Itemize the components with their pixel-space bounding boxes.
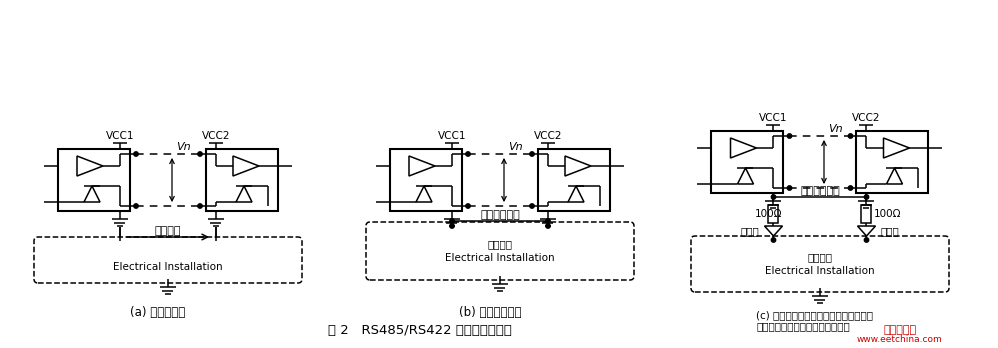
Text: VCC1: VCC1 [106, 131, 135, 141]
Circle shape [134, 204, 138, 208]
Text: 地电位差: 地电位差 [155, 226, 182, 236]
Text: Electrical Installation: Electrical Installation [765, 266, 875, 276]
Text: Vn: Vn [176, 142, 191, 152]
Text: (b) 高地回路电流: (b) 高地回路电流 [459, 306, 521, 318]
Text: www.eetchina.com: www.eetchina.com [857, 335, 943, 345]
Circle shape [771, 238, 775, 242]
Text: 电子技术网: 电子技术网 [883, 325, 916, 335]
Bar [58, 149, 130, 211]
Text: (a) 高地电位差: (a) 高地电位差 [131, 306, 186, 318]
Text: 高地回路电流: 高地回路电流 [480, 210, 520, 220]
Circle shape [450, 224, 454, 228]
Bar [538, 149, 610, 211]
Text: VCC2: VCC2 [852, 113, 881, 123]
Text: 接地回路: 接地回路 [487, 239, 513, 249]
Circle shape [546, 224, 550, 228]
Text: Vn: Vn [828, 124, 842, 134]
Circle shape [771, 195, 775, 199]
Text: 100Ω: 100Ω [873, 209, 901, 219]
Text: 信号地: 信号地 [741, 226, 759, 236]
Circle shape [530, 204, 534, 208]
Text: Electrical Installation: Electrical Installation [445, 253, 555, 263]
Circle shape [848, 186, 852, 190]
Circle shape [198, 204, 203, 208]
Bar [861, 205, 871, 223]
Circle shape [864, 238, 868, 242]
Text: VCC1: VCC1 [438, 131, 466, 141]
Circle shape [134, 152, 138, 156]
Text: 图 2   RS485/RS422 通信的一般设计: 图 2 RS485/RS422 通信的一般设计 [328, 324, 512, 337]
Circle shape [848, 134, 852, 138]
Circle shape [787, 186, 791, 190]
Text: VCC2: VCC2 [534, 131, 562, 141]
Text: VCC1: VCC1 [759, 113, 787, 123]
Text: Vn: Vn [508, 142, 523, 152]
Bar [206, 149, 278, 211]
Circle shape [864, 195, 868, 199]
Circle shape [466, 152, 470, 156]
Bar [856, 131, 928, 193]
Circle shape [787, 134, 791, 138]
Text: 低地回路电流: 低地回路电流 [800, 186, 840, 196]
Bar [768, 205, 778, 223]
Text: (c) 虽然减小回路电流，然而大地回路的
存在使电路对噪声灵敏度非常敏感: (c) 虽然减小回路电流，然而大地回路的 存在使电路对噪声灵敏度非常敏感 [756, 310, 873, 332]
Circle shape [466, 204, 470, 208]
Circle shape [530, 152, 534, 156]
Bar [712, 131, 783, 193]
Circle shape [198, 152, 203, 156]
Bar [390, 149, 462, 211]
Circle shape [450, 219, 454, 223]
Text: 100Ω: 100Ω [754, 209, 782, 219]
Text: 接地回路: 接地回路 [807, 252, 832, 262]
Text: VCC2: VCC2 [202, 131, 231, 141]
Text: 信号地: 信号地 [880, 226, 899, 236]
Text: Electrical Installation: Electrical Installation [113, 262, 223, 272]
Circle shape [546, 219, 550, 223]
